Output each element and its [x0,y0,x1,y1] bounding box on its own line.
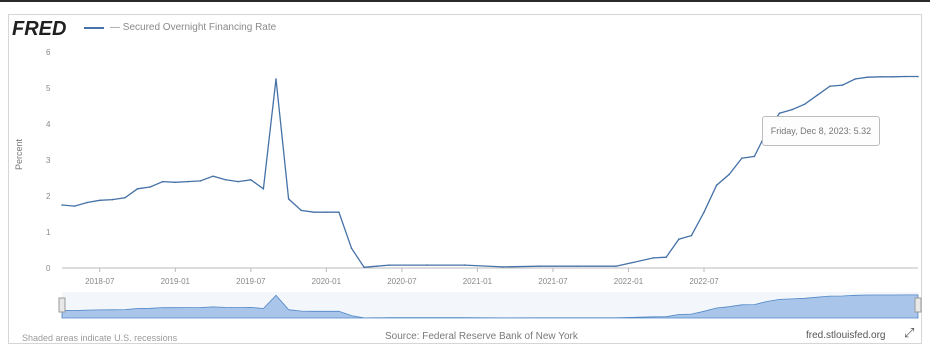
data-point [917,76,919,78]
tooltip: Friday, Dec 8, 2023: 5.32 [762,116,880,146]
y-tick-label: 3 [46,156,51,165]
data-point [728,174,730,176]
x-tick-label: 2019-01 [161,277,191,286]
data-point [112,199,114,201]
data-point [149,186,151,188]
data-point [817,94,819,96]
data-point [829,85,831,87]
x-tick-label: 2021-07 [538,277,568,286]
data-point [804,103,806,105]
data-point [665,256,667,258]
recession-note: Shaded areas indicate U.S. recessions [22,333,177,343]
x-tick-label: 2021-01 [463,277,493,286]
data-point [162,181,164,183]
data-point [691,235,693,237]
series-line[interactable] [62,77,918,268]
data-point [854,78,856,80]
y-tick-label: 2 [46,192,51,201]
data-point [741,157,743,159]
data-point [175,182,177,184]
data-point [363,267,365,269]
data-point [225,179,227,181]
data-point [540,265,542,267]
data-point [86,202,88,204]
data-point [892,76,894,78]
data-point [678,238,680,240]
data-point [263,188,265,190]
y-tick-label: 5 [46,84,51,93]
fred-link[interactable]: fred.stlouisfed.org [806,330,886,341]
data-point [275,78,277,80]
data-point [779,112,781,114]
source-text: Source: Federal Reserve Bank of New York [385,331,578,342]
x-tick-label: 2020-07 [387,277,417,286]
data-point [879,76,881,78]
data-point [300,210,302,212]
data-point [338,211,340,213]
navigator-handle-left[interactable] [59,298,65,312]
data-point [237,181,239,183]
data-point [842,84,844,86]
data-point [99,200,101,202]
data-point [351,247,353,249]
data-point [389,264,391,266]
data-point [905,76,907,78]
data-point [313,211,315,213]
data-point [376,265,378,267]
range-navigator[interactable] [59,292,921,318]
data-point [288,198,290,200]
data-point [615,265,617,267]
y-tick-label: 4 [46,120,51,129]
x-tick-label: 2022-07 [689,277,719,286]
y-tick-label: 0 [46,264,51,273]
navigator-handle-right[interactable] [915,298,921,312]
data-point [791,109,793,111]
data-point [867,76,869,78]
data-point [754,156,756,158]
data-point [464,264,466,266]
fullscreen-icon[interactable]: ⤢ [904,327,916,339]
data-point [502,266,504,268]
x-tick-label: 2018-07 [85,277,115,286]
x-tick-label: 2022-01 [614,277,644,286]
data-point [326,211,328,213]
data-point [61,204,63,206]
data-point [187,181,189,183]
data-point [577,265,579,267]
x-tick-label: 2019-07 [236,277,266,286]
data-point [653,257,655,259]
data-point [212,175,214,177]
x-tick-label: 2020-01 [312,277,342,286]
data-point [74,205,76,207]
data-point [703,211,705,213]
data-point [200,180,202,182]
data-point [137,188,139,190]
data-point [426,264,428,266]
data-point [250,179,252,181]
data-point [124,197,126,199]
y-tick-label: 1 [46,228,51,237]
y-tick-label: 6 [46,48,51,57]
data-point [716,184,718,186]
